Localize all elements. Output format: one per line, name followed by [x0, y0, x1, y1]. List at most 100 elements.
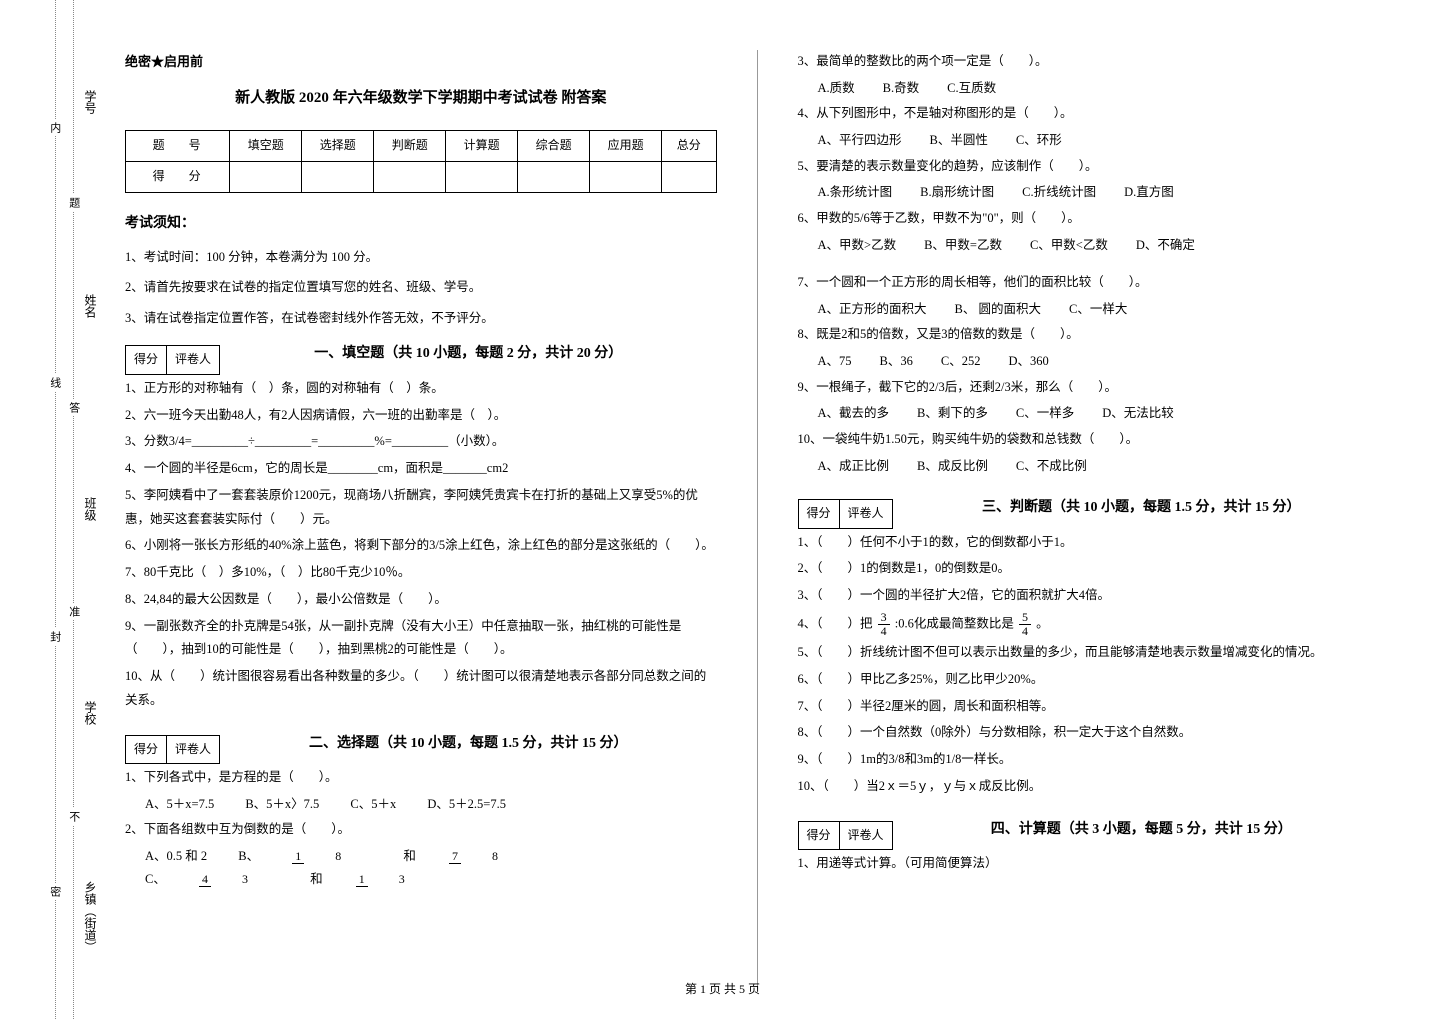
- td-empty: [662, 161, 716, 192]
- right-column: 3、最简单的整数比的两个项一定是（ ）。 A.质数 B.奇数 C.互质数4、从下列图形…: [758, 50, 1416, 989]
- opt: A、正方形的面积大: [818, 298, 927, 321]
- opt: B、甲数=乙数: [924, 234, 1002, 257]
- fraction: 43: [199, 873, 279, 887]
- choice-q: 4、从下列图形中，不是轴对称图形的是（ ）。: [798, 102, 1391, 126]
- judge-q: 5、（ ）折线统计图不但可以表示出数量的多少，而且能够清楚地表示数量增减变化的情…: [798, 641, 1391, 665]
- opt: A、75: [818, 350, 852, 373]
- opt: D、360: [1008, 350, 1048, 373]
- th: 题 号: [126, 131, 230, 162]
- section-1-title: 一、填空题（共 10 小题，每题 2 分，共计 20 分）: [220, 341, 716, 366]
- fraction: 18: [292, 850, 372, 864]
- fill-q: 5、李阿姨看中了一套套装原价1200元，现商场八折酬宾，李阿姨凭贵宾卡在打折的基…: [125, 484, 717, 532]
- grader-box: 得分 评卷人: [125, 345, 220, 375]
- choice-opts: A、截去的多B、剩下的多C、一样多D、无法比较: [798, 402, 1391, 425]
- fraction: 78: [449, 850, 529, 864]
- opt: C、甲数<乙数: [1030, 234, 1108, 257]
- fill-q: 3、分数3/4=_________÷_________=_________%=_…: [125, 430, 717, 454]
- opt: A、截去的多: [818, 402, 890, 425]
- fill-q: 10、从（ ）统计图很容易看出各种数量的多少。（ ）统计图可以很清楚地表示各部分…: [125, 665, 717, 713]
- judge-q: 4、（ ）把 34 :0.6化成最简整数比是 54 。: [798, 611, 1391, 638]
- grader-score: 得分: [799, 822, 840, 850]
- opt-and: 和: [310, 868, 323, 891]
- judge-q4-mid: :0.6化成最简整数比是: [895, 616, 1017, 630]
- judge-q: 3、（ ）一个圆的半径扩大2倍，它的面积就扩大4倍。: [798, 584, 1391, 608]
- left-column: 绝密★启用前 新人教版 2020 年六年级数学下学期期中考试试卷 附答案 题 号…: [100, 50, 758, 989]
- opt: C、一样多: [1016, 402, 1074, 425]
- opt: A、甲数>乙数: [818, 234, 897, 257]
- opt: B、剩下的多: [917, 402, 988, 425]
- td-empty: [446, 161, 518, 192]
- opt: B、半圆性: [930, 129, 988, 152]
- choice-opts: A、甲数>乙数 B、甲数=乙数 C、甲数<乙数 D、不确定: [798, 234, 1391, 257]
- opt: C、252: [941, 350, 981, 373]
- opt: D、不确定: [1136, 234, 1195, 257]
- td-empty: [590, 161, 662, 192]
- opt: B、5＋x〉7.5: [245, 793, 319, 816]
- opt: B、 18 和 78: [238, 845, 557, 868]
- opt: A.条形统计图: [818, 181, 893, 204]
- td-empty: [518, 161, 590, 192]
- judge-q: 6、（ ）甲比乙多25%，则乙比甲少20%。: [798, 668, 1391, 692]
- opt-prefix: C、: [145, 868, 166, 891]
- grader-person: 评卷人: [840, 822, 892, 850]
- opt: A.质数: [818, 77, 855, 100]
- fill-q: 1、正方形的对称轴有（ ）条，圆的对称轴有（ ）条。: [125, 377, 717, 401]
- th: 选择题: [302, 131, 374, 162]
- grader-score: 得分: [799, 500, 840, 528]
- notice-item: 2、请首先按要求在试卷的指定位置填写您的姓名、班级、学号。: [125, 276, 717, 299]
- section-2-title: 二、选择题（共 10 小题，每题 1.5 分，共计 15 分）: [220, 731, 716, 756]
- opt: A、成正比例: [818, 455, 890, 478]
- opt: C、 43 和 13: [145, 868, 464, 891]
- opt: B、 圆的面积大: [955, 298, 1041, 321]
- choice-q: 9、一根绳子，截下它的2/3后，还剩2/3米，那么（ ）。: [798, 376, 1391, 400]
- fill-q: 4、一个圆的半径是6cm，它的周长是________cm，面积是_______c…: [125, 457, 717, 481]
- fill-q: 8、24,84的最大公因数是（ ），最小公倍数是（ ）。: [125, 588, 717, 612]
- grader-score: 得分: [126, 736, 167, 764]
- page-content: 绝密★启用前 新人教版 2020 年六年级数学下学期期中考试试卷 附答案 题 号…: [0, 0, 1445, 1019]
- fill-q: 6、小刚将一张长方形纸的40%涂上蓝色，将剩下部分的3/5涂上红色，涂上红色的部…: [125, 534, 717, 558]
- fill-q: 9、一副张数齐全的扑克牌是54张，从一副扑克牌（没有大小王）中任意抽取一张，抽红…: [125, 615, 717, 663]
- opt: D、5＋2.5=7.5: [427, 793, 506, 816]
- opt: D.直方图: [1124, 181, 1174, 204]
- opt: B.奇数: [883, 77, 919, 100]
- th: 总分: [662, 131, 716, 162]
- opt: C、不成比例: [1016, 455, 1087, 478]
- opt: C、5＋x: [350, 793, 396, 816]
- td: 得 分: [126, 161, 230, 192]
- judge-q: 10、（ ）当2ｘ＝5ｙ，ｙ与ｘ成反比例。: [798, 775, 1391, 799]
- dotted-label: 题: [63, 194, 83, 211]
- seal-line-labels-2: 题 答 准 不: [63, 0, 83, 1019]
- choice-opts: A、平行四边形 B、半圆性 C、环形: [798, 129, 1391, 152]
- choice-opts: A、成正比例B、成反比例C、不成比例: [798, 455, 1391, 478]
- opt: A、5＋x=7.5: [145, 793, 214, 816]
- th: 判断题: [374, 131, 446, 162]
- section-3-title: 三、判断题（共 10 小题，每题 1.5 分，共计 15 分）: [893, 495, 1390, 520]
- judge-q4-suf: 。: [1036, 616, 1049, 630]
- th: 应用题: [590, 131, 662, 162]
- choice-q: 6、甲数的5/6等于乙数，甲数不为"0"，则（ ）。: [798, 207, 1391, 231]
- choice-opts: A.质数 B.奇数 C.互质数: [798, 77, 1391, 100]
- opt: C、环形: [1016, 129, 1062, 152]
- opt: C.互质数: [947, 77, 996, 100]
- choice-q: 8、既是2和5的倍数，又是3的倍数的数是（ ）。: [798, 323, 1391, 347]
- calc-q: 1、用递等式计算。（可用简便算法）: [798, 852, 1391, 876]
- choice-right-list: 3、最简单的整数比的两个项一定是（ ）。 A.质数 B.奇数 C.互质数4、从下列图形…: [798, 50, 1391, 477]
- dotted-label: 线: [44, 374, 64, 391]
- judge-q: 2、（ ）1的倒数是1，0的倒数是0。: [798, 557, 1391, 581]
- judge-q: 7、（ ）半径2厘米的圆，周长和面积相等。: [798, 695, 1391, 719]
- opt: A、平行四边形: [818, 129, 902, 152]
- grader-person: 评卷人: [167, 346, 219, 374]
- choice-q: 7、一个圆和一个正方形的周长相等，他们的面积比较（ ）。: [798, 271, 1391, 295]
- td-empty: [230, 161, 302, 192]
- section-4-title: 四、计算题（共 3 小题，每题 5 分，共计 15 分）: [893, 817, 1390, 842]
- choice-opts: A、正方形的面积大B、 圆的面积大C、一样大: [798, 298, 1391, 321]
- page-footer: 第 1 页 共 5 页: [0, 979, 1445, 1001]
- opt-prefix: B、: [238, 845, 259, 868]
- grader-box: 得分 评卷人: [125, 735, 220, 765]
- judge-q4-pre: 4、（ ）把: [798, 616, 876, 630]
- grader-person: 评卷人: [167, 736, 219, 764]
- choice-q: 3、最简单的整数比的两个项一定是（ ）。: [798, 50, 1391, 74]
- grader-box: 得分 评卷人: [798, 821, 893, 851]
- grader-box: 得分 评卷人: [798, 499, 893, 529]
- th: 填空题: [230, 131, 302, 162]
